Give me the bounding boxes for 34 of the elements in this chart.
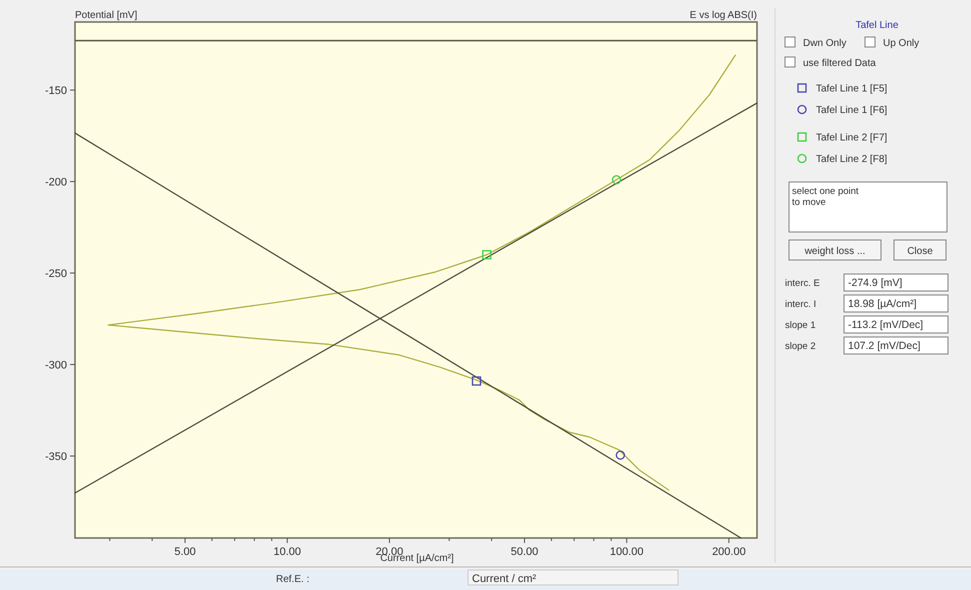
legend-label: Tafel Line 2 [F7] [816,132,888,144]
text: Up Only [883,38,920,49]
text: Dwn Only [803,38,846,49]
y-tick-label: -300 [44,359,67,372]
text: use filtered Data [803,58,876,69]
text: Current / cm² [472,573,537,585]
text: -113.2 [mV/Dec] [848,319,924,331]
x-tick-label: 200.00 [712,546,746,558]
text: -274.9 [mV] [848,277,902,289]
text: slope 2 [785,341,816,352]
legend-label: Tafel Line 2 [F8] [816,154,888,165]
legend-label: Tafel Line 1 [F5] [816,84,888,94]
y-tick-label: -250 [44,268,67,280]
text: Close [907,246,934,257]
y-axis-title: Potential [mV] [75,10,138,21]
text: select one point [792,186,859,197]
text: 107.2 [mV/Dec] [848,340,920,352]
text: weight loss ... [804,246,866,257]
y-tick-label: -200 [44,176,67,188]
legend-title: Tafel Line [856,20,899,31]
text: interc. I [785,299,816,310]
y-tick-label: -150 [44,84,67,97]
legend-label: Tafel Line 1 [F6] [816,105,888,116]
text: interc. E [785,278,820,289]
chart-title: E vs log ABS(I) [690,10,757,21]
text: to move [792,197,826,208]
x-tick-label: 100.00 [610,546,644,558]
x-tick-label: 10.00 [273,546,302,558]
text: 18.98 [µA/cm²] [848,298,917,310]
x-tick-label: 50.00 [510,546,538,558]
text: slope 1 [785,320,816,331]
x-tick-label: 5.00 [174,546,196,558]
y-tick-label: -350 [44,450,67,463]
text: Ref.E. : [276,574,310,585]
